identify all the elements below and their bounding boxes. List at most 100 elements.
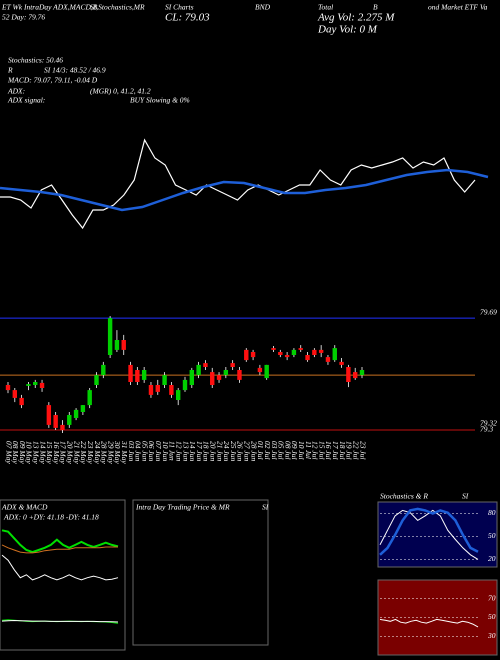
- candle-body: [216, 375, 222, 380]
- y-tick-label: 20: [488, 554, 496, 563]
- x-tick-label: 29 May: [106, 441, 115, 464]
- x-tick-label: 05 Jul: [277, 441, 286, 460]
- y-tick-label: 50: [488, 612, 496, 621]
- x-tick-label: 14 Jun: [188, 441, 197, 461]
- candle-body: [359, 370, 365, 376]
- candle-body: [237, 370, 242, 380]
- candle-body: [12, 390, 18, 398]
- line: [1, 554, 119, 581]
- candle-body: [155, 385, 160, 392]
- info-text: ADX signal:: [7, 96, 45, 105]
- y-tick-label: 30: [487, 631, 496, 640]
- candle-body: [141, 370, 147, 380]
- x-tick-label: 30 May: [113, 440, 122, 464]
- info-text: Stochastics: 50.46: [8, 56, 63, 65]
- x-tick-label: 06 Jun: [147, 441, 156, 461]
- candle-body: [352, 372, 358, 379]
- y-tick-label: 70: [488, 593, 496, 602]
- candle-body: [291, 349, 297, 355]
- x-tick-label: 19 Jul: [345, 441, 354, 460]
- candle-body: [210, 372, 215, 385]
- info-text: R: [7, 66, 13, 75]
- candle-body: [114, 340, 120, 350]
- candle-body: [271, 348, 276, 350]
- candle-body: [162, 375, 167, 385]
- x-tick-label: 07 May: [4, 441, 13, 464]
- candle-body: [67, 415, 72, 425]
- header-text: ond Market ETF Va: [428, 3, 488, 12]
- y-tick-label: 79.3: [480, 425, 493, 434]
- header-text: SI Charts: [165, 3, 194, 12]
- panel-subtitle: ADX: 0 +DY: 41.18 -DY: 41.18: [3, 513, 99, 522]
- x-tick-label: 20 Jun: [209, 441, 218, 461]
- info-text: SI 14/3: 48.52 / 46.9: [44, 66, 106, 75]
- header-text: BND: [255, 3, 271, 12]
- x-tick-label: 11 Jun: [168, 441, 177, 461]
- x-tick-label: 15 May: [45, 441, 54, 464]
- x-tick-label: 22 May: [79, 441, 88, 464]
- candle-body: [312, 349, 317, 355]
- candle-body: [332, 348, 337, 361]
- x-tick-label: 03 Jun: [127, 441, 136, 461]
- x-tick-label: 25 Jun: [229, 441, 238, 461]
- x-tick-label: 17 Jun: [195, 441, 204, 461]
- y-tick-label: 79.32: [480, 419, 497, 428]
- candle-body: [182, 379, 188, 391]
- x-tick-label: 10 Jul: [297, 441, 306, 460]
- x-tick-label: 12 Jun: [174, 441, 183, 461]
- x-tick-label: 13 May: [32, 441, 41, 464]
- x-tick-label: 31 May: [120, 440, 129, 464]
- candle-body: [278, 352, 283, 355]
- info-text: ADX:: [7, 87, 25, 96]
- x-tick-label: 05 Jun: [140, 441, 149, 461]
- x-tick-label: 21 May: [72, 441, 81, 464]
- x-tick-label: 26 Jun: [236, 441, 245, 461]
- x-tick-label: 04 Jun: [134, 441, 143, 461]
- panel-title: ADX & MACD: [1, 503, 48, 512]
- candle-body: [53, 415, 58, 428]
- candle-body: [189, 370, 195, 385]
- y-tick-label: 80: [488, 508, 496, 517]
- line: [0, 168, 489, 212]
- header-text: B: [373, 3, 378, 12]
- x-tick-label: 09 Jul: [290, 441, 299, 460]
- x-tick-label: 27 Jun: [243, 441, 252, 461]
- x-tick-label: 24 Jun: [222, 441, 231, 461]
- candle-body: [60, 424, 65, 430]
- line: [379, 618, 479, 628]
- close-price: CL: 79.03: [165, 12, 210, 24]
- avg-volume: Avg Vol: 2.275 M: [317, 12, 395, 24]
- header-text: Total: [318, 3, 333, 12]
- x-tick-label: 07 Jun: [154, 441, 163, 461]
- line: [1, 529, 119, 554]
- x-tick-label: 02 Jul: [263, 441, 272, 460]
- x-tick-label: 11 Jul: [304, 441, 313, 459]
- panel-title: SI: [262, 503, 269, 512]
- x-tick-label: 21 Jun: [215, 441, 224, 461]
- header-text: ET Wk IntraDay ADX,MACD,B: [1, 3, 98, 12]
- line: [0, 138, 476, 230]
- candle-body: [250, 352, 256, 358]
- candle-body: [148, 385, 154, 395]
- x-tick-label: 08 Jul: [283, 441, 292, 460]
- panel-title: SI: [462, 492, 469, 501]
- candle-body: [284, 355, 290, 358]
- x-tick-label: 09 May: [18, 441, 27, 464]
- candle-body: [5, 385, 11, 391]
- candle-body: [339, 361, 344, 365]
- x-tick-label: 15 Jul: [317, 441, 326, 460]
- candle-body: [230, 363, 235, 367]
- x-tick-label: 03 Jul: [270, 441, 279, 460]
- x-tick-label: 16 Jul: [324, 441, 333, 460]
- candle-body: [94, 375, 99, 385]
- candle-body: [196, 364, 201, 376]
- candle-body: [135, 370, 140, 382]
- info-text: BUY Slowing & 0%: [130, 96, 190, 105]
- candle-body: [264, 364, 269, 379]
- candle-body: [39, 382, 45, 388]
- day-volume: Day Vol: 0 M: [317, 24, 378, 36]
- header-text: 52 Day: 79.76: [2, 13, 45, 22]
- y-tick-label: 50: [488, 531, 496, 540]
- x-tick-label: 22 Jul: [351, 441, 360, 460]
